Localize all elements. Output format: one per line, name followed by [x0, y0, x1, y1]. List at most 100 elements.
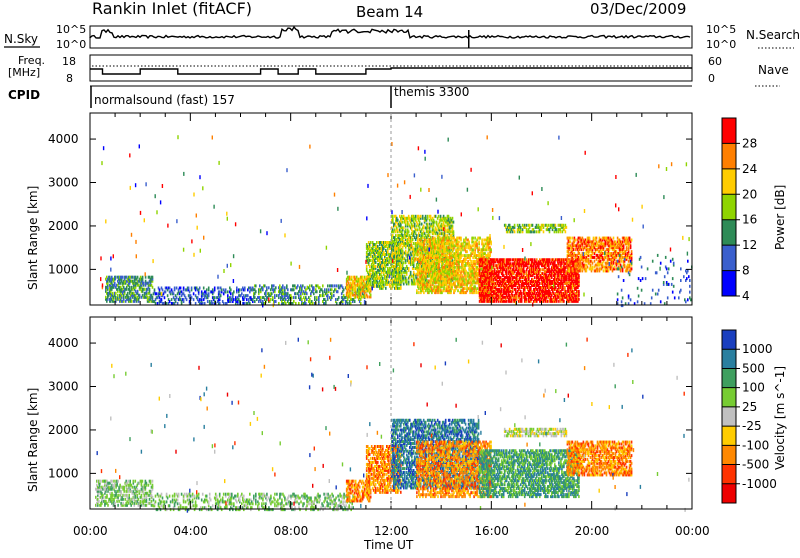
scatter-cell	[405, 259, 407, 262]
scatter-cell	[438, 215, 440, 218]
scatter-cell	[115, 292, 117, 295]
scatter-cell	[434, 221, 436, 224]
scatter-cell	[478, 241, 480, 244]
scatter-cell	[313, 286, 315, 289]
scatter-cell	[392, 215, 394, 218]
scatter-cell	[435, 254, 437, 257]
scatter-cell	[297, 284, 299, 287]
scatter-cell	[167, 294, 169, 297]
scatter-cell	[338, 296, 340, 299]
scatter-cell	[408, 230, 410, 233]
scatter-cell	[368, 285, 370, 288]
scatter-cell	[152, 296, 154, 299]
scatter-cell	[284, 286, 286, 289]
cpid-mode-normalsound: normalsound (fast) 157	[94, 93, 235, 107]
scatter-cell	[337, 290, 339, 293]
scatter-cell	[440, 215, 442, 218]
freq-tick-bottom: 8	[66, 72, 73, 85]
scatter-cell	[186, 298, 188, 301]
scatter-cell	[494, 268, 496, 271]
scatter-cell	[406, 279, 408, 282]
scatter-cell	[415, 215, 417, 218]
scatter-cell	[474, 237, 476, 240]
scatter-cell	[132, 276, 134, 279]
scatter-cell	[275, 300, 277, 303]
scatter-cell	[536, 258, 538, 261]
scatter-cell	[464, 254, 466, 257]
scatter-cell	[370, 241, 372, 244]
scatter-cell	[445, 281, 447, 284]
scatter-cell	[273, 284, 275, 287]
scatter-cell	[323, 294, 325, 297]
freq-unit: [MHz]	[8, 66, 40, 79]
scatter-cell	[444, 274, 446, 277]
scatter-cell	[351, 276, 353, 279]
scatter-cell	[445, 228, 447, 231]
scatter-cell	[370, 294, 372, 297]
scatter-cell	[430, 268, 432, 271]
scatter-cell	[435, 241, 437, 244]
scatter-cell	[415, 282, 417, 285]
scatter-cell	[306, 292, 308, 295]
scatter-cell	[272, 296, 274, 299]
scatter-cell	[233, 290, 235, 293]
scatter-cell	[236, 287, 238, 290]
scatter-cell	[519, 284, 521, 287]
scatter-cell	[362, 276, 364, 279]
scatter-cell	[293, 300, 295, 303]
scatter-cell	[429, 239, 431, 242]
scatter-cell	[173, 292, 175, 295]
scatter-cell	[117, 294, 119, 297]
scatter-cell	[206, 288, 208, 291]
scatter-cell	[266, 286, 268, 289]
scatter-cell	[189, 290, 191, 293]
scatter-cell	[282, 284, 284, 287]
scatter-cell	[436, 221, 438, 224]
scatter-cell	[331, 292, 333, 295]
scatter-cell	[112, 292, 114, 295]
scatter-cell	[383, 281, 385, 284]
scatter-cell	[540, 268, 542, 271]
scatter-cell	[376, 241, 378, 244]
scatter-cell	[375, 265, 377, 268]
station-title: Rankin Inlet (fitACF)	[92, 0, 252, 18]
scatter-cell	[241, 292, 243, 295]
scatter-cell	[169, 300, 171, 303]
scatter-cell	[478, 246, 480, 249]
nave-label: Nave	[758, 63, 789, 77]
scatter-cell	[428, 260, 430, 263]
scatter-cell	[402, 221, 404, 224]
scatter-cell	[430, 230, 432, 233]
noise-right-tick-bottom: 10^0	[706, 38, 736, 51]
scatter-cell	[534, 276, 536, 279]
scatter-cell	[474, 285, 476, 288]
scatter-cell	[293, 296, 295, 299]
scatter-cell	[397, 228, 399, 231]
scatter-cell	[435, 281, 437, 284]
scatter-cell	[275, 286, 277, 289]
scatter-cell	[247, 294, 249, 297]
scatter-cell	[225, 288, 227, 291]
scatter-cell	[139, 294, 141, 297]
scatter-cell	[490, 248, 492, 251]
noise-right-tick-top: 10^5	[706, 23, 736, 36]
scatter-cell	[405, 250, 407, 253]
scatter-cell	[327, 284, 329, 287]
scatter-cell	[301, 298, 303, 301]
scatter-cell	[354, 300, 356, 303]
scatter-cell	[397, 219, 399, 222]
scatter-cell	[152, 276, 154, 279]
scatter-cell	[392, 252, 394, 255]
scatter-cell	[434, 237, 436, 240]
scatter-cell	[452, 217, 454, 220]
scatter-cell	[476, 287, 478, 290]
scatter-cell	[420, 246, 422, 249]
scatter-cell	[295, 292, 297, 295]
scatter-cell	[156, 292, 158, 295]
scatter-cell	[504, 258, 506, 261]
scatter-cell	[279, 284, 281, 287]
scatter-cell	[403, 282, 405, 285]
scatter-cell	[413, 242, 415, 245]
scatter-cell	[129, 286, 131, 289]
